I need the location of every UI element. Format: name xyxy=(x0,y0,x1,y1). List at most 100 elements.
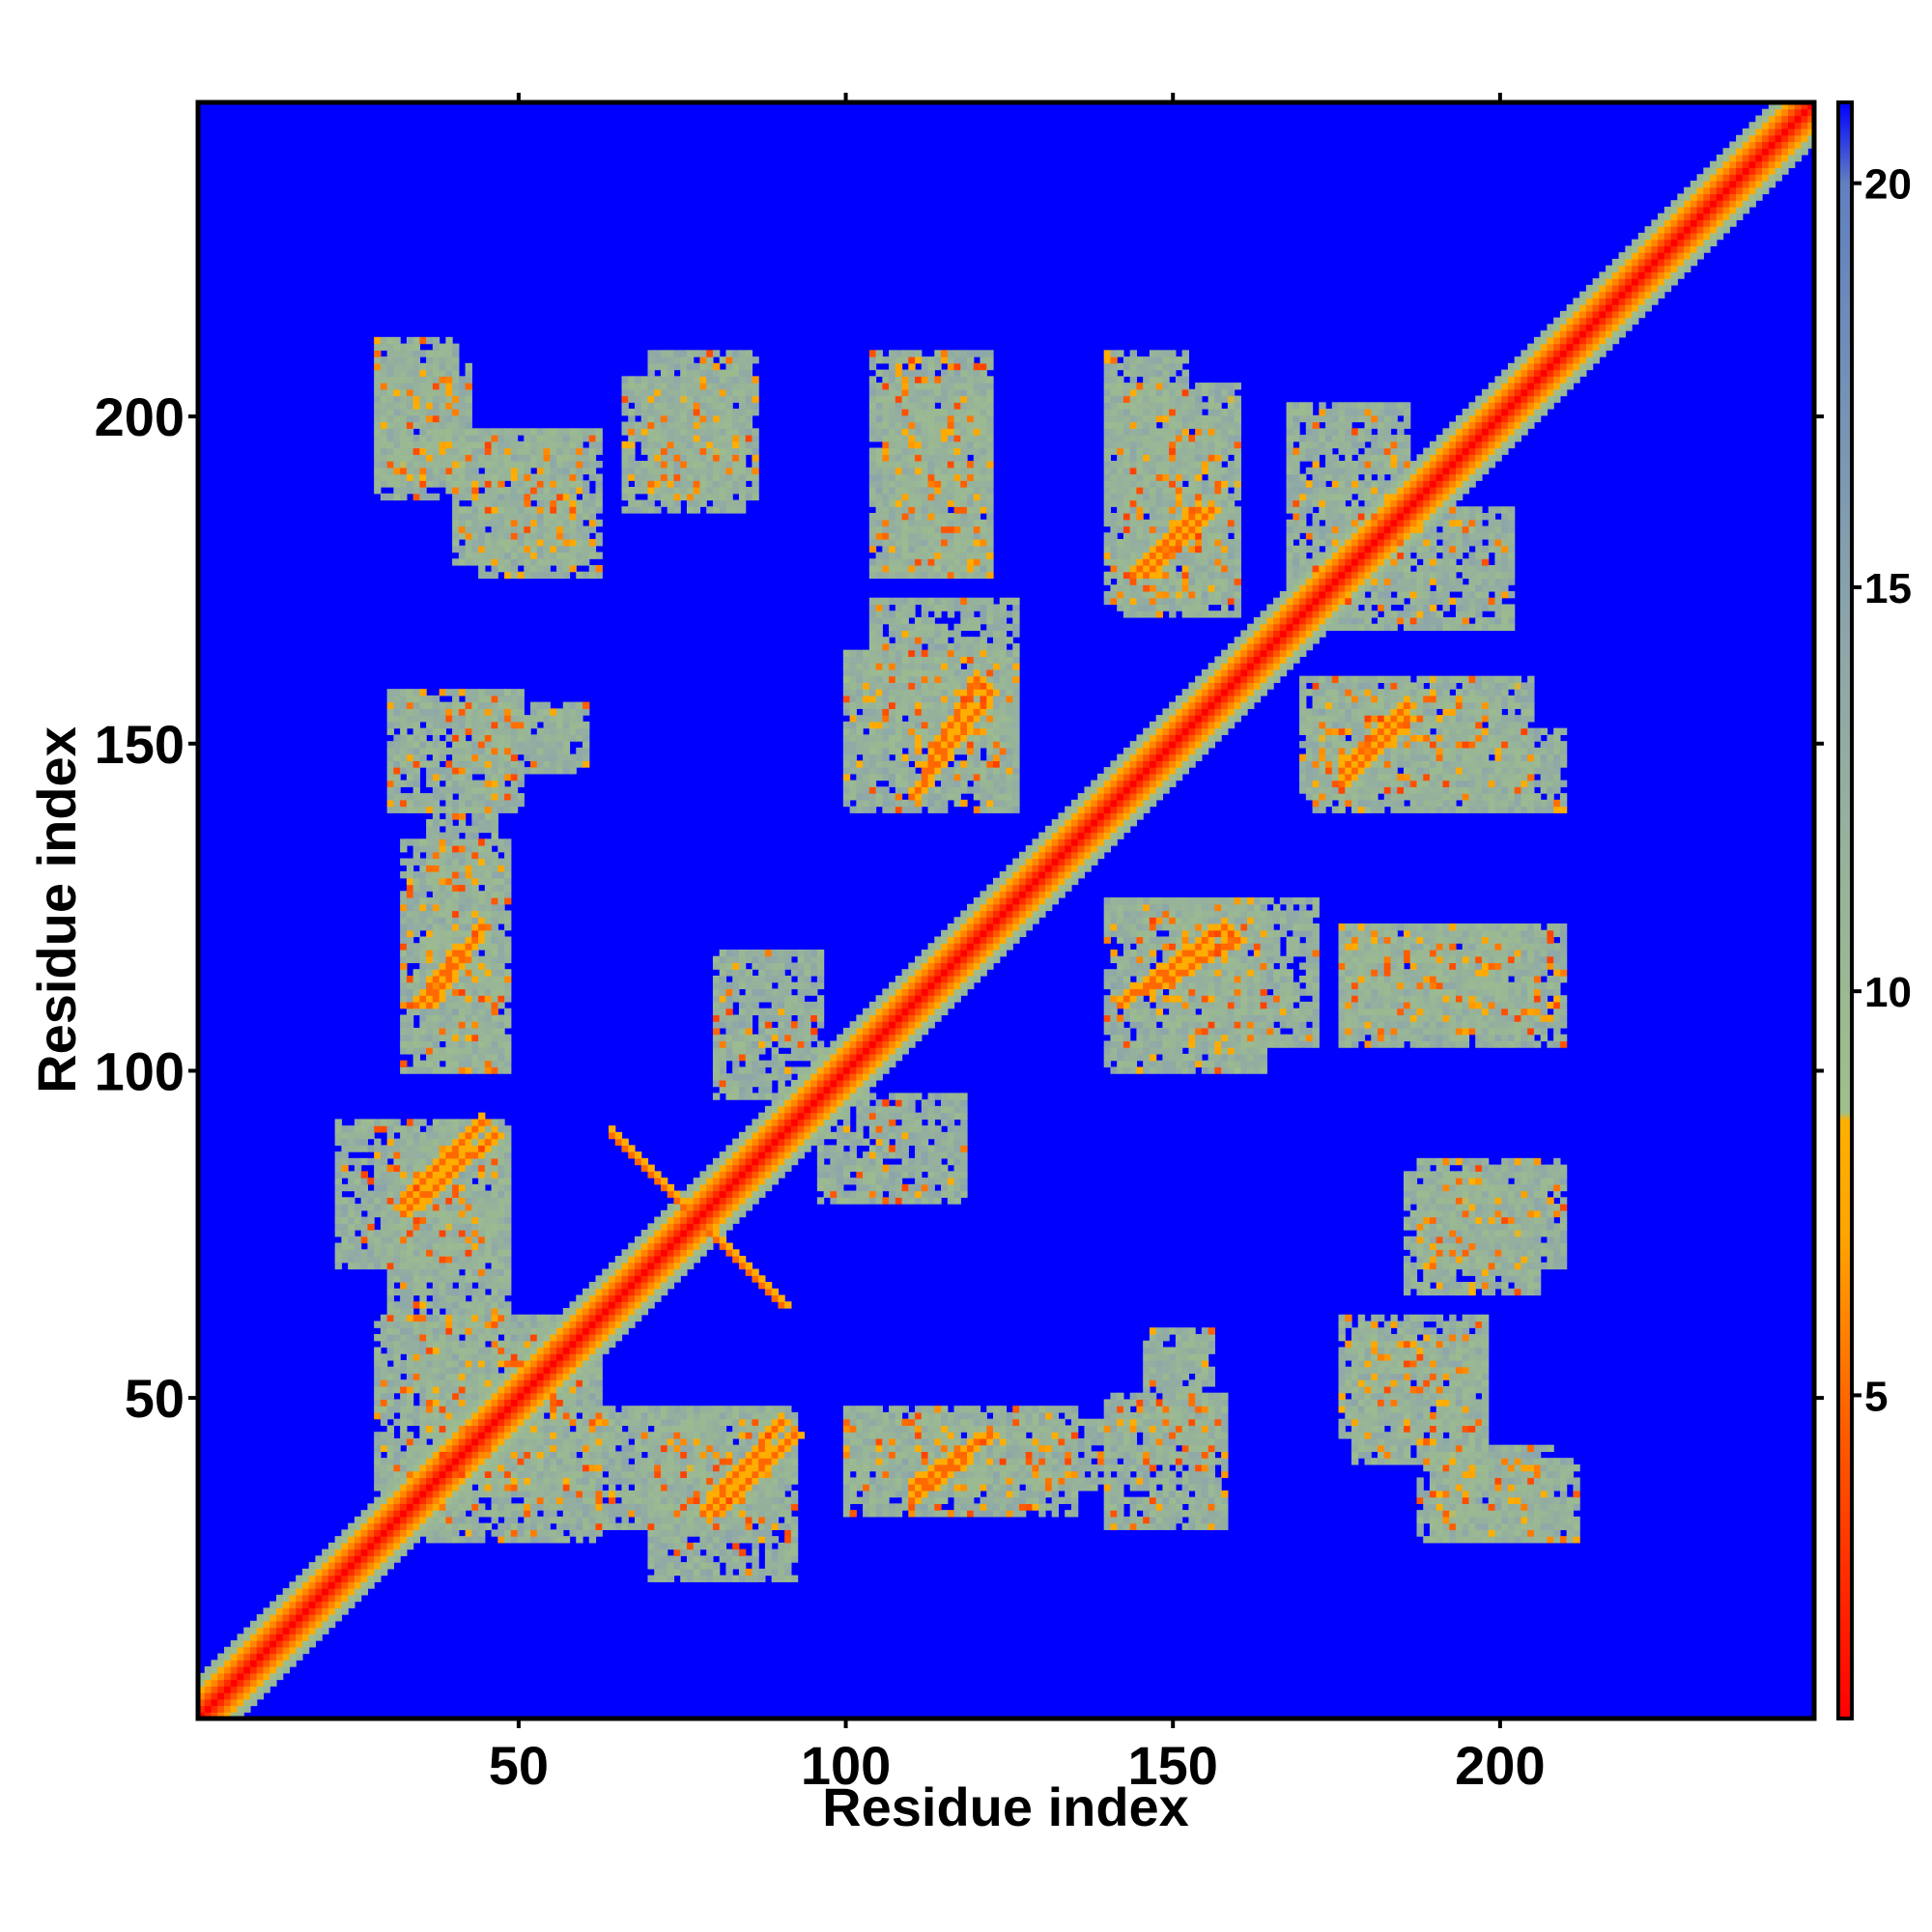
heat-cell xyxy=(308,1594,317,1603)
heat-cell xyxy=(406,1008,414,1016)
heat-cell xyxy=(471,747,479,755)
heat-cell xyxy=(360,1516,368,1524)
heat-cell xyxy=(497,995,505,1003)
heat-cell xyxy=(439,356,446,364)
heat-cell xyxy=(445,838,453,846)
heat-cell xyxy=(412,1151,420,1159)
heat-cell xyxy=(686,1204,695,1211)
heat-cell xyxy=(406,1171,414,1179)
heat-cell xyxy=(673,440,681,449)
heat-cell xyxy=(556,499,564,507)
heat-cell xyxy=(497,1444,505,1453)
heat-cell xyxy=(445,383,453,390)
heat-cell xyxy=(419,1145,427,1152)
heat-cell xyxy=(484,1366,493,1375)
heat-cell xyxy=(243,1686,251,1693)
heat-cell xyxy=(478,975,486,983)
heat-cell xyxy=(452,1145,460,1152)
heat-cell xyxy=(497,806,505,813)
heat-cell xyxy=(647,1510,655,1518)
heat-cell xyxy=(478,715,486,723)
heat-cell xyxy=(406,871,414,879)
heat-cell xyxy=(412,1242,420,1250)
heat-cell xyxy=(263,1614,270,1622)
heat-cell xyxy=(419,727,427,735)
heat-cell xyxy=(426,1021,434,1029)
heat-cell xyxy=(400,708,408,716)
heat-cell xyxy=(536,1347,545,1354)
heat-cell xyxy=(491,1204,498,1211)
heat-cell xyxy=(426,806,434,813)
heat-cell xyxy=(471,1027,479,1036)
heat-cell xyxy=(419,1463,427,1472)
heat-cell xyxy=(465,903,472,912)
heat-cell xyxy=(412,1183,420,1192)
heat-cell xyxy=(393,708,401,716)
heat-cell xyxy=(582,1353,590,1361)
heat-cell xyxy=(465,708,472,716)
heat-cell xyxy=(504,943,512,951)
heat-cell xyxy=(550,1406,557,1413)
heat-cell xyxy=(419,903,427,912)
heat-cell xyxy=(465,1484,472,1492)
heat-cell xyxy=(562,1516,571,1524)
heat-cell xyxy=(647,356,655,364)
heat-cell xyxy=(595,1392,603,1401)
heat-cell xyxy=(562,1432,571,1439)
heat-cell xyxy=(602,1425,610,1433)
heat-cell xyxy=(419,1406,427,1413)
heat-cell xyxy=(504,1385,512,1394)
heat-cell xyxy=(621,1516,629,1524)
heat-cell xyxy=(406,1157,414,1166)
heat-cell xyxy=(374,1437,382,1446)
heat-cell xyxy=(471,962,479,970)
heat-cell xyxy=(491,1256,498,1264)
heat-cell xyxy=(393,1458,401,1465)
heat-cell xyxy=(680,447,688,455)
heat-cell xyxy=(530,1503,538,1511)
heat-cell xyxy=(412,1347,420,1354)
heat-cell xyxy=(237,1692,244,1700)
heat-cell xyxy=(673,1562,681,1570)
heat-cell xyxy=(465,1308,472,1316)
heat-cell xyxy=(562,571,571,580)
heat-cell xyxy=(445,1236,453,1244)
heat-cell xyxy=(198,1705,206,1713)
heat-cell xyxy=(484,1432,493,1439)
heat-cell xyxy=(686,376,695,384)
heat-cell xyxy=(484,1333,493,1342)
heat-cell xyxy=(628,1432,636,1439)
heat-cell xyxy=(517,571,525,580)
heat-cell xyxy=(400,343,408,351)
heat-cell xyxy=(419,1529,427,1537)
heat-cell xyxy=(517,1451,525,1459)
heat-cell xyxy=(412,1230,420,1237)
heat-cell xyxy=(400,467,408,475)
heat-cell xyxy=(491,936,498,944)
heat-cell xyxy=(465,975,472,983)
heat-cell xyxy=(680,1484,688,1492)
heat-cell xyxy=(491,1294,498,1302)
heat-cell xyxy=(426,708,434,716)
heat-cell xyxy=(465,1327,472,1335)
heat-cell xyxy=(634,388,642,397)
heat-cell xyxy=(465,1230,472,1237)
heat-cell xyxy=(386,1432,394,1439)
heat-cell xyxy=(465,773,472,781)
heat-cell xyxy=(530,480,538,488)
heat-cell xyxy=(497,1178,505,1185)
heat-cell xyxy=(452,865,460,872)
heat-cell xyxy=(393,369,401,377)
heat-cell xyxy=(504,988,512,996)
heat-cell xyxy=(445,825,453,834)
heat-cell xyxy=(484,1359,493,1368)
heat-cell xyxy=(569,558,577,566)
heat-cell xyxy=(634,402,642,410)
heat-cell xyxy=(621,1321,629,1328)
heat-cell xyxy=(249,1698,258,1707)
heat-cell xyxy=(478,1262,486,1270)
heat-cell xyxy=(484,538,493,547)
heat-cell xyxy=(400,1321,408,1328)
heat-cell xyxy=(602,1294,610,1302)
heat-cell xyxy=(419,1321,427,1328)
